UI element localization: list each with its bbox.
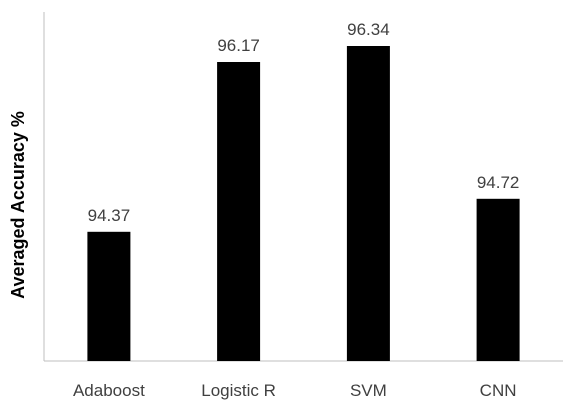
bar-cnn [476,198,520,361]
x-tick-label: Adaboost [73,381,145,400]
bar-adaboost [87,231,131,361]
bar-logistic-r [217,62,261,361]
x-tick-label: CNN [480,381,517,400]
data-label: 94.37 [88,206,131,225]
y-axis-label: Averaged Accuracy % [8,111,28,299]
bar-svm [346,46,390,361]
bars-group: 94.37 Adaboost 96.17 Logistic R 96.34 SVM 94.7… [73,20,520,400]
x-tick-label: Logistic R [201,381,276,400]
data-label: 96.17 [217,36,260,55]
data-label: 94.72 [477,173,520,192]
data-label: 96.34 [347,20,390,39]
x-tick-label: SVM [350,381,387,400]
